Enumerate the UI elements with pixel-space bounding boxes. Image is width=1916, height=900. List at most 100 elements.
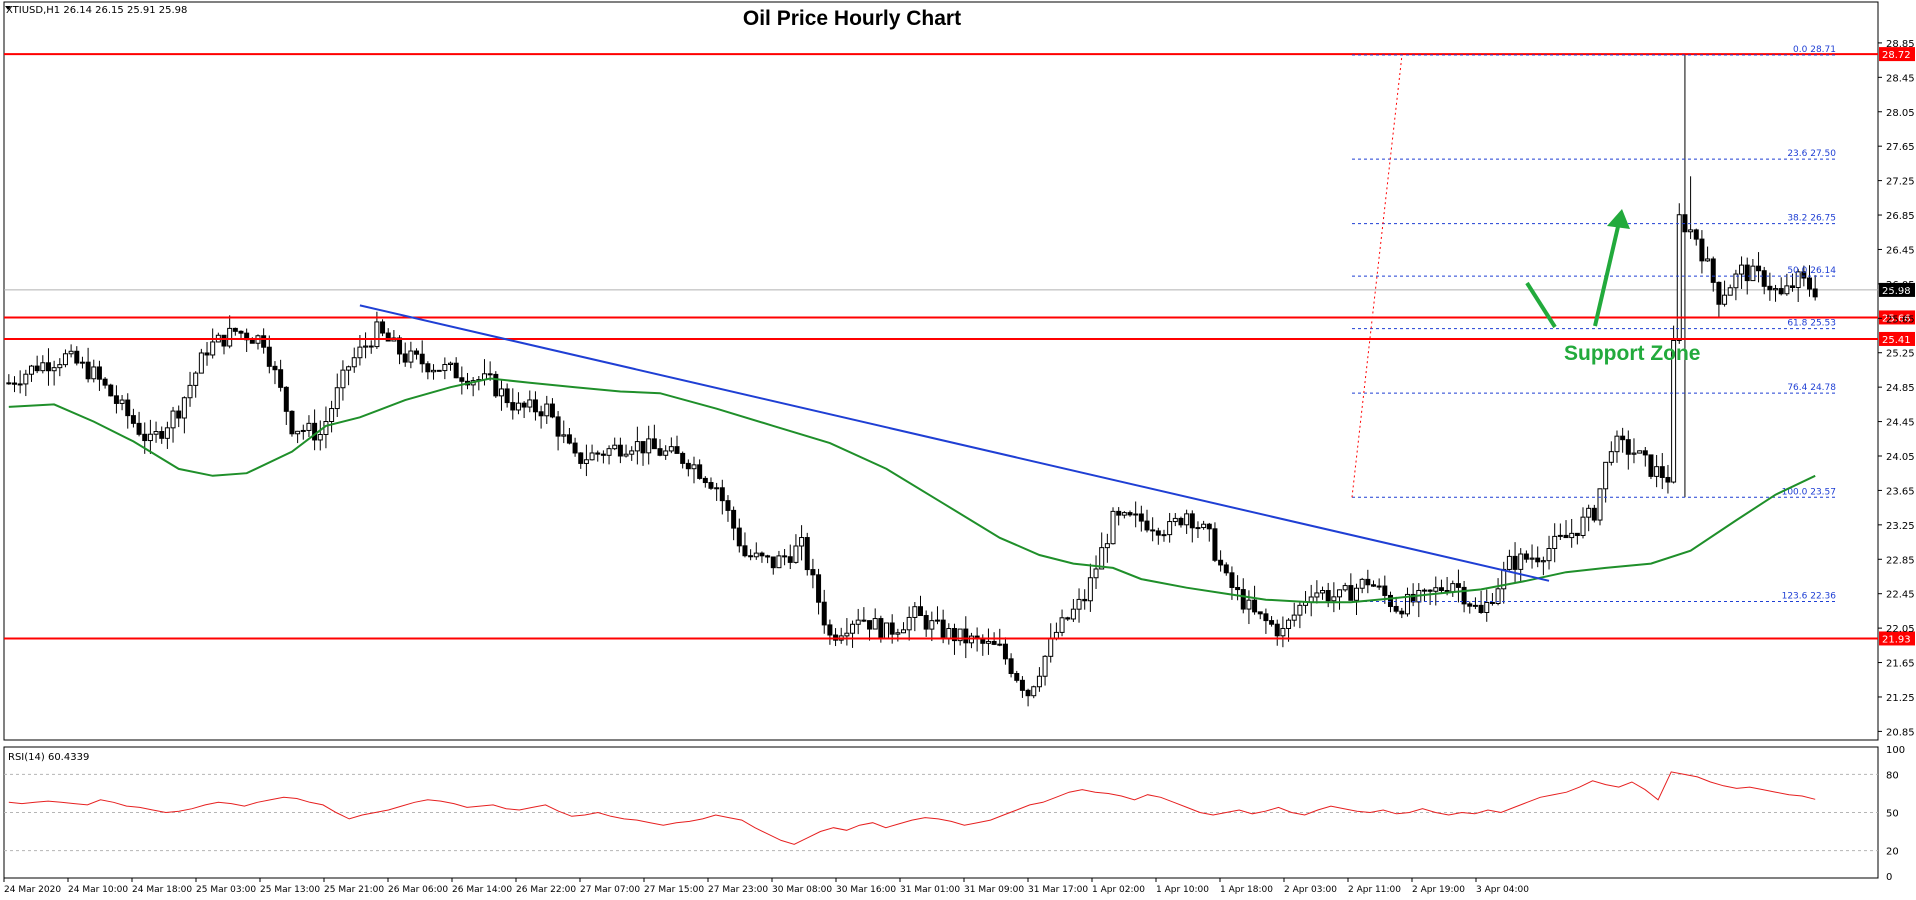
candle-body	[334, 387, 340, 410]
time-tick-label: 3 Apr 04:00	[1476, 885, 1529, 895]
candle-body	[691, 464, 697, 470]
candle-body	[1048, 637, 1054, 657]
candle-body	[1767, 285, 1773, 291]
candle-body	[867, 620, 873, 630]
candle-body	[515, 402, 521, 411]
candle-body	[748, 555, 754, 558]
candle-body	[1535, 557, 1541, 563]
candle-body	[980, 638, 986, 644]
candle-body	[408, 350, 414, 363]
candle-body	[957, 628, 963, 642]
candle-body	[1591, 507, 1597, 521]
price-tick-label: 26.45	[1886, 245, 1915, 256]
candle-body	[459, 377, 465, 382]
candle-body	[1784, 285, 1790, 295]
candle-body	[1489, 601, 1495, 604]
time-tick-label: 1 Apr 18:00	[1220, 885, 1273, 895]
candle-body	[57, 364, 63, 369]
time-tick-label: 24 Mar 2020	[4, 885, 61, 895]
candle-body	[651, 438, 657, 450]
candle-body	[1178, 517, 1184, 526]
candle-body	[1756, 265, 1762, 272]
candle-body	[414, 350, 420, 355]
candle-body	[901, 629, 907, 634]
candle-body	[810, 569, 816, 576]
price-tick-label: 25.25	[1886, 349, 1915, 360]
candle-body	[963, 628, 969, 644]
candle-body	[1246, 599, 1252, 610]
candle-body	[448, 362, 454, 366]
candle-body	[1608, 451, 1614, 463]
candle-body	[1461, 586, 1467, 605]
candle-body	[1773, 288, 1779, 291]
candle-body	[912, 606, 918, 618]
candle-body	[1495, 588, 1501, 604]
candle-body	[1580, 516, 1586, 536]
candle-body	[1552, 535, 1558, 550]
candle-body	[1603, 461, 1609, 490]
price-tick-label: 27.25	[1886, 177, 1915, 188]
time-tick-label: 24 Mar 10:00	[68, 885, 128, 895]
price-tick-label: 20.85	[1886, 727, 1915, 738]
time-tick-label: 31 Mar 01:00	[900, 885, 960, 895]
candle-body	[300, 429, 306, 432]
candle-body	[1342, 585, 1348, 591]
candle-body	[419, 353, 425, 365]
candle-body	[1546, 548, 1552, 562]
candle-body	[1518, 553, 1524, 570]
candle-body	[357, 346, 363, 359]
candle-body	[238, 330, 244, 334]
price-tick-label: 28.85	[1886, 39, 1915, 50]
candle-body	[1512, 555, 1518, 570]
candle-body	[102, 378, 108, 386]
candle-body	[1263, 613, 1269, 622]
candle-body	[1631, 452, 1637, 455]
candle-body	[685, 462, 691, 470]
candle-body	[1710, 258, 1716, 283]
candle-body	[1172, 517, 1178, 523]
candle-body	[816, 574, 822, 603]
candle-body	[1014, 672, 1020, 681]
candle-body	[312, 422, 318, 441]
candle-body	[1739, 264, 1745, 275]
candle-body	[1161, 534, 1167, 537]
candle-body	[402, 353, 408, 363]
candle-body	[1455, 583, 1461, 588]
candle-body	[397, 337, 403, 355]
candle-body	[527, 399, 533, 408]
candle-body	[176, 410, 182, 419]
candle-body	[668, 446, 674, 452]
candle-body	[108, 384, 114, 397]
candle-body	[1036, 675, 1042, 688]
candle-body	[1065, 617, 1071, 620]
candle-body	[753, 552, 759, 558]
price-tick-label: 23.65	[1886, 486, 1915, 497]
candle-body	[62, 353, 68, 366]
rsi-tick-label: 100	[1886, 745, 1905, 756]
candle-body	[1218, 559, 1224, 566]
candle-body	[23, 373, 29, 385]
candle-body	[1337, 589, 1343, 598]
time-tick-label: 30 Mar 08:00	[772, 885, 832, 895]
candle-body	[1354, 587, 1360, 601]
candle-body	[249, 339, 255, 344]
candle-body	[544, 403, 550, 417]
candle-body	[623, 453, 629, 457]
time-tick-label: 1 Apr 02:00	[1092, 885, 1145, 895]
candle-body	[119, 399, 125, 404]
candle-body	[663, 450, 669, 456]
support-up-arrow-head	[1607, 209, 1630, 229]
candle-body	[340, 369, 346, 389]
candle-body	[878, 618, 884, 639]
candle-body	[634, 441, 640, 452]
candle-body	[844, 632, 850, 637]
candle-body	[600, 453, 606, 456]
candle-body	[1223, 564, 1229, 574]
candle-body	[968, 635, 974, 644]
candle-body	[45, 362, 51, 372]
time-tick-label: 24 Mar 18:00	[132, 885, 192, 895]
candle-body	[934, 619, 940, 622]
candle-body	[1614, 435, 1620, 453]
candle-body	[1133, 513, 1139, 516]
